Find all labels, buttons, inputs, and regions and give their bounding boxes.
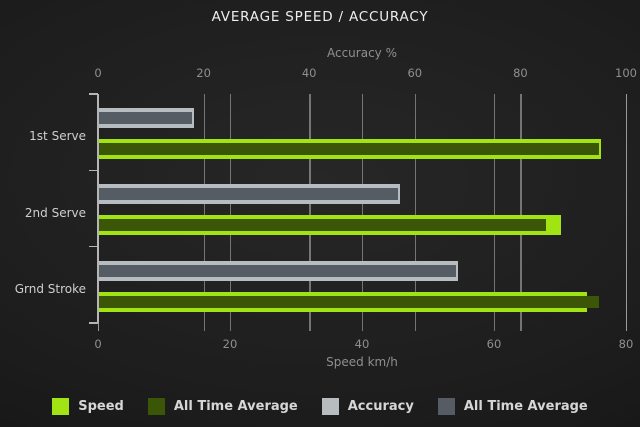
speed-all-time-average-swatch-icon [147,397,165,415]
category-label-1st-serve: 1st Serve [29,129,86,144]
accuracy-all-time-average-swatch-icon [437,397,455,415]
bar-all-time-average-accuracy-2nd-serve [99,188,398,201]
bottom-axis-tick-label: 0 [94,337,102,351]
gridline-bottom-60 [494,94,496,331]
gridline-bottom-40 [362,94,364,331]
top-axis-tick-label: 40 [301,66,317,80]
gridline-bottom-80 [626,94,628,331]
chart-title: AVERAGE SPEED / ACCURACY [211,9,429,25]
bar-all-time-average-accuracy-1st-serve [99,112,193,124]
legend-label: All Time Average [173,398,298,414]
legend-item-accuracy-all-time-average: All Time Average [437,397,588,415]
bottom-axis-tick-label: 60 [486,337,502,351]
bar-all-time-average-speed-grnd-stroke [99,295,599,308]
legend-label: All Time Average [463,398,588,414]
category-label-2nd-serve: 2nd Serve [24,205,86,220]
y-axis-line [97,94,99,323]
top-axis-tick-label: 20 [196,66,211,80]
gridline-top-20 [203,94,205,331]
top-axis-tick-label: 80 [513,66,528,80]
top-axis-tick-label: 60 [407,66,423,80]
legend-label: Accuracy [347,398,414,414]
top-axis-tick-label: 100 [615,66,637,80]
top-axis-tick-label: 0 [94,66,102,80]
legend-item-speed-all-time-average: All Time Average [147,397,298,415]
accuracy-swatch-icon [321,397,339,415]
y-axis-tick [89,322,98,324]
bottom-axis-title: Speed km/h [326,355,398,369]
category-label-grnd-stroke: Grnd Stroke [14,281,86,296]
gridline-top-40 [309,94,311,331]
bar-all-time-average-speed-2nd-serve [99,219,546,232]
bottom-axis-tick-label: 20 [222,337,238,351]
legend-item-speed: Speed [52,397,124,415]
y-axis-tick [89,169,98,172]
speed-swatch-icon [52,397,70,415]
bottom-axis-tick-label: 40 [354,337,370,351]
legend: Speed All Time Average Accuracy All Time… [0,396,640,416]
y-axis-tick [89,245,98,248]
top-axis-title: Accuracy % [326,46,398,60]
gridline-bottom-20 [230,94,232,331]
legend-item-accuracy: Accuracy [321,397,414,415]
legend-label: Speed [78,398,124,414]
bar-all-time-average-accuracy-grnd-stroke [99,264,457,277]
bar-all-time-average-speed-1st-serve [99,143,599,155]
y-axis-tick [89,93,98,95]
gridline-top-60 [414,94,417,331]
gridline-top-80 [520,94,522,331]
bottom-axis-tick-label: 80 [618,337,634,351]
